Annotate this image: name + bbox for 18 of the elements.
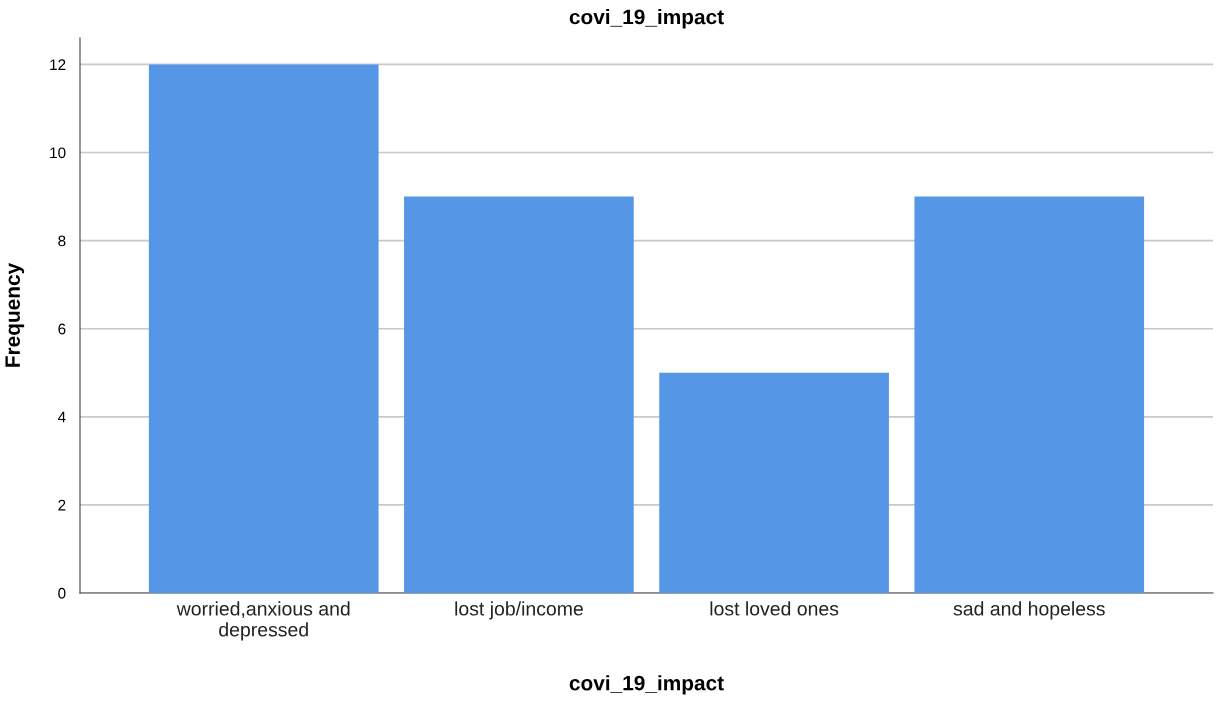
y-tick-label: 0 (58, 587, 66, 599)
y-tick-label: 4 (57, 411, 66, 423)
bar (148, 64, 379, 593)
y-tick-label: 10 (50, 147, 66, 159)
x-axis-title: covi_19_impact (569, 675, 724, 695)
x-tick-label: lost job/income (455, 601, 583, 620)
y-tick-label: 8 (58, 235, 66, 247)
y-tick-label: 2 (58, 499, 66, 511)
y-tick-label: 12 (50, 59, 66, 70)
x-tick-label: lost loved ones (710, 601, 839, 616)
y-tick-label: 6 (58, 323, 66, 335)
x-tick-label: sad and hopeless (953, 601, 1105, 620)
bar (404, 196, 634, 593)
chart-title: covi_19_impact (569, 9, 724, 29)
bar (914, 196, 1145, 593)
bar (659, 372, 889, 593)
y-axis-title: Frequency (5, 262, 25, 367)
x-tick-label: worried,anxious and depressed (176, 601, 350, 641)
